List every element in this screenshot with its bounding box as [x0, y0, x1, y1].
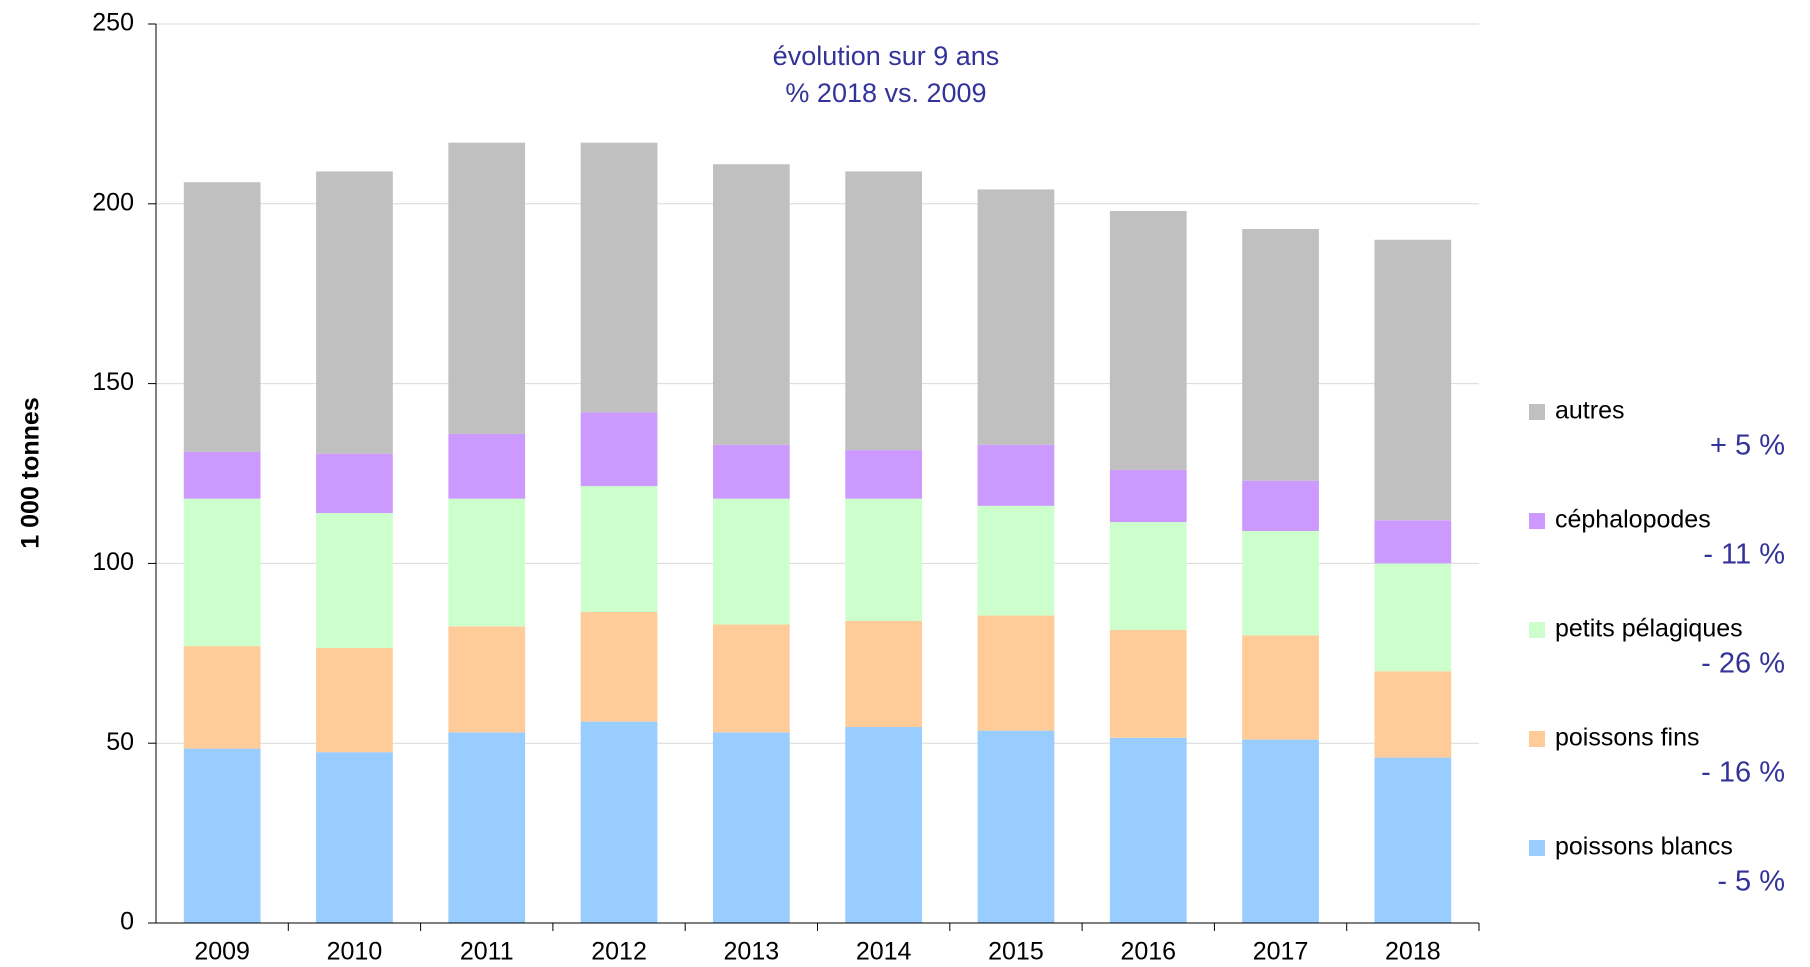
- bar-segment: [183, 748, 261, 923]
- legend-change: + 5 %: [1710, 430, 1785, 462]
- bar-segment: [845, 727, 923, 923]
- x-tick-label: 2012: [591, 938, 647, 966]
- bar-segment: [1109, 522, 1187, 630]
- bar-segment: [712, 498, 790, 625]
- bar-segment: [1374, 671, 1452, 758]
- bar-segment: [712, 624, 790, 733]
- x-tick-label: 2015: [988, 938, 1044, 966]
- bar-segment: [1374, 239, 1452, 521]
- legend-label: céphalopodes: [1555, 506, 1711, 534]
- bar-segment: [183, 646, 261, 749]
- bar-segment: [1109, 210, 1187, 470]
- x-tick-label: 2013: [724, 938, 780, 966]
- bar-segment: [712, 732, 790, 923]
- legend-label: autres: [1555, 397, 1624, 425]
- legend-swatch: [1529, 622, 1545, 638]
- bar-segment: [316, 171, 393, 454]
- legend-swatch: [1529, 840, 1545, 856]
- annotation: évolution sur 9 ans: [773, 41, 1000, 71]
- bar-segment: [1374, 757, 1452, 923]
- bar-segment: [1374, 563, 1452, 672]
- annotation: % 2018 vs. 2009: [785, 78, 986, 108]
- bar-segment: [1374, 520, 1452, 564]
- x-tick-label: 2016: [1120, 938, 1176, 966]
- bar-segment: [977, 444, 1055, 506]
- bar-segment: [580, 412, 658, 487]
- legend-change: - 16 %: [1701, 757, 1785, 789]
- bar-segment: [183, 182, 261, 452]
- bar-segment: [845, 450, 923, 499]
- bar-segment: [448, 142, 526, 434]
- bar-segment: [580, 142, 658, 413]
- bar-segment: [580, 721, 658, 923]
- legend-change: - 26 %: [1701, 648, 1785, 680]
- legend-change: - 11 %: [1703, 539, 1785, 571]
- bar-segment: [183, 498, 261, 647]
- y-axis-label: 1 000 tonnes: [17, 397, 45, 548]
- bar-segment: [316, 513, 393, 648]
- bar-segment: [1242, 480, 1319, 532]
- legend-swatch: [1529, 513, 1545, 529]
- bar-segment: [1242, 635, 1319, 740]
- bar-segment: [712, 444, 790, 499]
- bar-segment: [183, 451, 261, 499]
- x-tick-label: 2014: [856, 938, 912, 966]
- bar-segment: [977, 730, 1055, 923]
- bar-segment: [580, 486, 658, 612]
- bar-segment: [977, 189, 1055, 445]
- bar-segment: [1242, 531, 1319, 636]
- bar-segment: [448, 498, 526, 627]
- x-tick-label: 2017: [1253, 938, 1309, 966]
- bar-segment: [1109, 629, 1187, 738]
- bar-segment: [712, 164, 790, 445]
- y-tick-label: 0: [120, 908, 134, 936]
- y-tick-label: 250: [92, 9, 134, 37]
- bar-segment: [845, 171, 923, 451]
- y-tick-label: 50: [106, 728, 134, 756]
- bar-segment: [448, 433, 526, 499]
- legend-label: petits pélagiques: [1555, 615, 1743, 643]
- y-tick-label: 200: [92, 188, 134, 216]
- y-tick-label: 100: [92, 548, 134, 576]
- bar-segment: [1242, 228, 1319, 481]
- legend-change: - 5 %: [1717, 866, 1785, 898]
- bar-segment: [1109, 469, 1187, 523]
- x-tick-label: 2010: [327, 938, 383, 966]
- bar-segment: [316, 752, 393, 923]
- y-tick-label: 150: [92, 368, 134, 396]
- legend-label: poissons fins: [1555, 724, 1700, 752]
- x-tick-label: 2018: [1385, 938, 1441, 966]
- legend-swatch: [1529, 404, 1545, 420]
- bar-segment: [1242, 739, 1319, 923]
- bar-segment: [316, 453, 393, 514]
- bar-segment: [448, 732, 526, 923]
- bar-segment: [316, 647, 393, 753]
- bar-segment: [977, 615, 1055, 731]
- x-tick-label: 2009: [194, 938, 250, 966]
- bar-segment: [845, 498, 923, 621]
- bar-segment: [1109, 737, 1187, 923]
- bar-segment: [977, 505, 1055, 616]
- bar-segment: [580, 611, 658, 722]
- legend-swatch: [1529, 731, 1545, 747]
- bar-segment: [448, 626, 526, 733]
- bar-segment: [845, 620, 923, 728]
- x-tick-label: 2011: [460, 938, 514, 966]
- legend-label: poissons blancs: [1555, 833, 1733, 861]
